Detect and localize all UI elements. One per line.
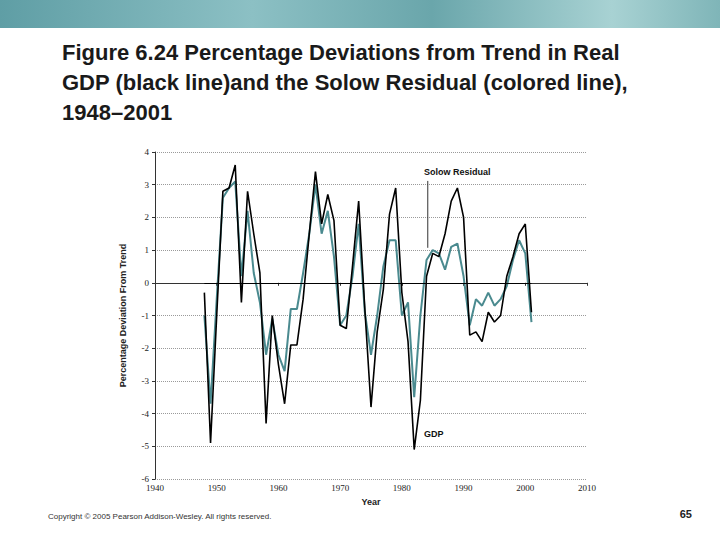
svg-text:-5: -5 bbox=[142, 441, 150, 451]
svg-text:-3: -3 bbox=[142, 376, 150, 386]
svg-text:3: 3 bbox=[145, 180, 150, 190]
svg-text:GDP: GDP bbox=[424, 429, 444, 439]
svg-text:-1: -1 bbox=[142, 311, 150, 321]
svg-text:1: 1 bbox=[145, 245, 150, 255]
svg-text:Solow Residual: Solow Residual bbox=[424, 167, 491, 177]
html-text:Copyright © 2005 Pearson Addis: Copyright © 2005 Pearson Addison-Wesley.… bbox=[48, 512, 272, 521]
svg-text:2000: 2000 bbox=[516, 483, 535, 493]
svg-text:Percentage Deviation From Tren: Percentage Deviation From Trend bbox=[118, 244, 128, 388]
svg-text:1950: 1950 bbox=[208, 483, 227, 493]
svg-text:1940: 1940 bbox=[146, 483, 165, 493]
svg-text:1980: 1980 bbox=[393, 483, 412, 493]
svg-text:1970: 1970 bbox=[331, 483, 350, 493]
svg-text:-4: -4 bbox=[142, 409, 150, 419]
svg-text:1960: 1960 bbox=[269, 483, 288, 493]
svg-text:-2: -2 bbox=[142, 343, 150, 353]
svg-text:0: 0 bbox=[145, 278, 150, 288]
svg-text:1990: 1990 bbox=[455, 483, 474, 493]
svg-text:-6: -6 bbox=[141, 474, 149, 484]
html-text:65: 65 bbox=[679, 508, 692, 520]
svg-text:2: 2 bbox=[145, 212, 150, 222]
svg-text:Year: Year bbox=[361, 497, 381, 507]
svg-text:4: 4 bbox=[145, 147, 150, 157]
html-text:Figure 6.24 Percentage Deviati: Figure 6.24 Percentage Deviations from T… bbox=[62, 40, 628, 125]
svg-text:2010: 2010 bbox=[578, 483, 597, 493]
